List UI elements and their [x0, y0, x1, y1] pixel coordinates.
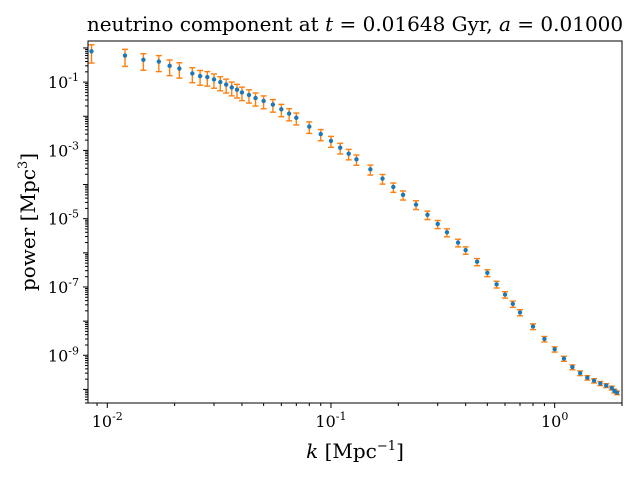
data-point	[455, 240, 461, 245]
data-point	[239, 90, 245, 95]
data-point	[510, 301, 516, 307]
data-point	[307, 124, 312, 129]
x-tick-label: 10-1	[315, 410, 346, 431]
data-point	[318, 131, 323, 137]
x-tick-label: 10-2	[92, 410, 123, 431]
data-point	[223, 82, 229, 87]
data-point	[485, 270, 490, 276]
data-point	[604, 383, 609, 388]
data-point	[253, 95, 258, 101]
data-point	[211, 77, 217, 82]
data-point	[530, 324, 536, 329]
data-point	[338, 145, 343, 150]
data-point	[229, 85, 234, 90]
data-point	[354, 157, 359, 162]
data-point	[177, 66, 182, 71]
data-point	[609, 385, 614, 391]
data-point	[552, 347, 557, 352]
data-point	[279, 107, 284, 112]
y-axis: 10-1 10-3 10-5 10-7 10-9	[48, 47, 88, 404]
data-point	[400, 192, 406, 198]
y-tick-label: 10-3	[48, 139, 79, 160]
y-tick-label: 10-7	[48, 276, 79, 297]
plot-area	[87, 40, 623, 404]
data-point	[425, 212, 430, 218]
data-point	[542, 336, 547, 342]
data-point	[270, 102, 276, 107]
data-point	[167, 63, 172, 69]
data-point	[435, 221, 440, 227]
data-point	[246, 92, 252, 98]
x-axis-label: k [Mpc−1]	[306, 439, 404, 463]
data-point	[89, 49, 94, 54]
data-point	[598, 381, 603, 386]
x-tick-label: 100	[541, 410, 568, 431]
data-point	[328, 138, 334, 144]
data-point	[391, 184, 396, 190]
data-point	[591, 378, 597, 383]
data-point	[585, 375, 590, 380]
data-point	[380, 176, 385, 181]
y-tick-label: 10-1	[48, 71, 79, 92]
data-point	[577, 370, 583, 376]
data-point	[218, 79, 223, 85]
y-axis-label: power [Mpc3]	[16, 153, 40, 291]
data-point	[517, 310, 523, 315]
data-point	[561, 356, 567, 361]
data-point	[156, 59, 162, 64]
chart-title: neutrino component at t = 0.01648 Gyr, a…	[87, 12, 623, 36]
y-tick-label: 10-5	[48, 208, 79, 229]
data-point	[261, 98, 266, 104]
data-point	[234, 87, 240, 92]
x-axis: 10-2 10-1 100	[92, 403, 623, 431]
data-point	[205, 74, 210, 80]
data-point	[494, 282, 499, 287]
data-point	[190, 71, 195, 76]
data-point	[122, 53, 128, 58]
y-tick-label: 10-9	[48, 344, 79, 365]
points-layer	[89, 49, 620, 395]
data-point	[474, 259, 480, 264]
data-point	[294, 115, 299, 121]
data-point	[286, 111, 292, 116]
data-point	[197, 73, 203, 79]
data-point	[413, 202, 419, 207]
data-point	[614, 390, 620, 395]
data-point	[141, 57, 146, 63]
data-point	[463, 247, 468, 253]
data-point	[570, 364, 575, 370]
plot-background	[88, 41, 622, 403]
data-point	[502, 292, 508, 297]
data-point	[346, 151, 351, 156]
data-point	[368, 167, 373, 172]
data-point	[444, 230, 450, 235]
